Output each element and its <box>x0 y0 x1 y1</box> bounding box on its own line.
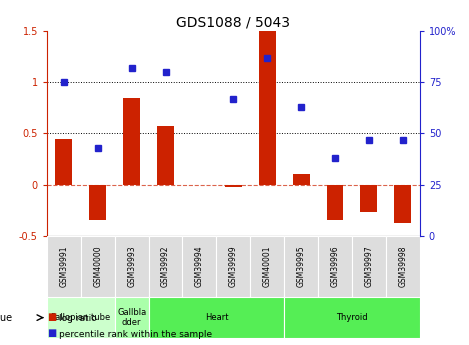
Text: GSM39995: GSM39995 <box>296 246 306 287</box>
Title: GDS1088 / 5043: GDS1088 / 5043 <box>176 16 290 30</box>
Text: GSM39991: GSM39991 <box>60 246 68 287</box>
Text: GSM39992: GSM39992 <box>161 246 170 287</box>
Text: Thyroid: Thyroid <box>336 313 368 322</box>
Text: GSM39994: GSM39994 <box>195 246 204 287</box>
Text: ■: ■ <box>47 312 56 322</box>
Text: GSM39996: GSM39996 <box>331 246 340 287</box>
Bar <box>47 297 115 338</box>
Text: percentile rank within the sample: percentile rank within the sample <box>59 330 212 339</box>
Bar <box>123 98 140 185</box>
Bar <box>149 297 284 338</box>
Bar <box>361 185 378 212</box>
Text: GSM39999: GSM39999 <box>229 246 238 287</box>
Bar <box>55 138 72 185</box>
Bar <box>89 185 106 220</box>
Bar <box>225 185 242 187</box>
Text: GSM39993: GSM39993 <box>127 246 136 287</box>
Text: GSM40001: GSM40001 <box>263 246 272 287</box>
Bar <box>250 236 284 297</box>
Text: ■: ■ <box>47 328 56 338</box>
Text: tissue: tissue <box>0 313 13 323</box>
Bar <box>259 31 276 185</box>
Bar <box>386 236 420 297</box>
Bar <box>149 236 182 297</box>
Bar <box>326 185 343 220</box>
Bar <box>157 126 174 185</box>
Bar <box>284 297 420 338</box>
Bar <box>81 236 115 297</box>
Text: GSM39998: GSM39998 <box>398 246 407 287</box>
Bar <box>293 174 310 185</box>
Bar <box>284 236 318 297</box>
Text: Fallopian tube: Fallopian tube <box>51 313 110 322</box>
Text: Gallbla
dder: Gallbla dder <box>117 308 146 327</box>
Text: log ratio: log ratio <box>59 314 96 323</box>
Bar <box>47 236 81 297</box>
Bar <box>182 236 216 297</box>
Text: GSM39997: GSM39997 <box>364 246 373 287</box>
Bar <box>115 236 149 297</box>
Bar <box>115 297 149 338</box>
Bar <box>318 236 352 297</box>
Text: GSM40000: GSM40000 <box>93 246 102 287</box>
Text: Heart: Heart <box>204 313 228 322</box>
Bar <box>352 236 386 297</box>
Bar <box>394 185 411 224</box>
Bar <box>216 236 250 297</box>
